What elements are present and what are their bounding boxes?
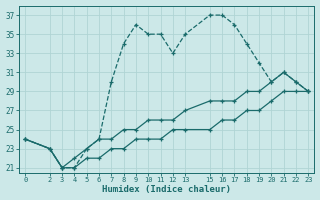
X-axis label: Humidex (Indice chaleur): Humidex (Indice chaleur) [102,185,231,194]
